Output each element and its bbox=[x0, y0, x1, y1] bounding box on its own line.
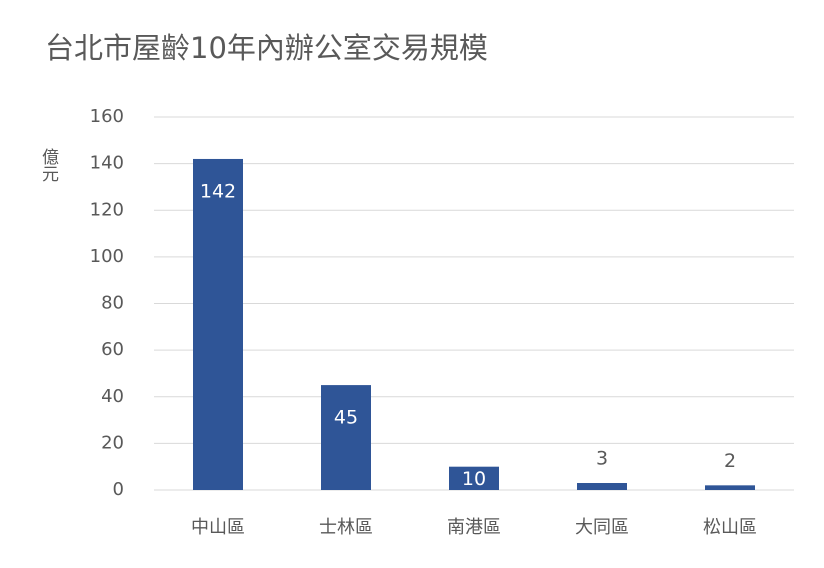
bar bbox=[193, 158, 243, 490]
y-tick-label: 20 bbox=[101, 432, 124, 453]
x-tick-label: 松山區 bbox=[703, 517, 757, 538]
y-tick-label: 120 bbox=[90, 199, 124, 220]
value-label: 10 bbox=[462, 468, 486, 490]
y-tick-label: 60 bbox=[101, 339, 124, 360]
value-label: 2 bbox=[724, 450, 736, 472]
y-tick-label: 160 bbox=[90, 106, 124, 127]
value-label: 45 bbox=[334, 407, 358, 429]
x-tick-label: 中山區 bbox=[191, 517, 245, 538]
chart-title: 台北市屋齡10年內辦公室交易規模 bbox=[45, 31, 488, 65]
y-tick-label: 100 bbox=[90, 246, 124, 267]
bar bbox=[577, 483, 627, 490]
bar bbox=[449, 466, 499, 490]
bar bbox=[705, 485, 755, 490]
y-axis-label: 億元 bbox=[38, 148, 59, 182]
y-tick-label: 0 bbox=[113, 479, 124, 500]
x-tick-label: 大同區 bbox=[575, 517, 629, 538]
y-tick-label: 80 bbox=[101, 293, 124, 314]
y-tick-label: 140 bbox=[90, 153, 124, 174]
x-tick-label: 南港區 bbox=[447, 517, 501, 538]
value-label: 3 bbox=[596, 448, 608, 470]
value-label: 142 bbox=[200, 180, 236, 202]
x-tick-label: 士林區 bbox=[319, 517, 373, 538]
y-tick-label: 40 bbox=[101, 386, 124, 407]
bar bbox=[321, 385, 371, 490]
